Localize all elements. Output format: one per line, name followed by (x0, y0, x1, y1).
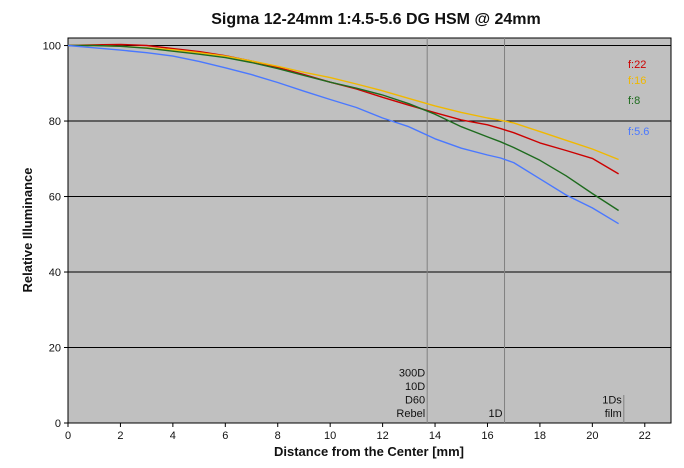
sensor-marker-lines (426, 38, 625, 423)
x-axis: 0 2 4 6 8 10 12 14 16 18 20 22 (65, 423, 651, 442)
y-tick-label: 40 (49, 267, 61, 279)
x-tick-label: 22 (639, 430, 651, 442)
sensor-annotation-label: film (605, 408, 622, 420)
x-tick-label: 2 (117, 430, 123, 442)
y-axis-label: Relative Illuminance (20, 168, 35, 293)
series-line-f-16 (68, 44, 619, 161)
y-tick-label: 0 (55, 418, 61, 430)
y-tick-label: 20 (49, 343, 61, 355)
series-lines (67, 43, 619, 225)
x-tick-label: 4 (170, 430, 176, 442)
plot-background (67, 37, 672, 424)
sensor-annotation-label: 1Ds (602, 395, 622, 407)
legend-entry: f:8 (628, 95, 640, 107)
x-tick-label: 14 (429, 430, 441, 442)
x-tick-label: 0 (65, 430, 71, 442)
legend-entry: f:22 (628, 59, 646, 71)
x-tick-label: 18 (534, 430, 546, 442)
x-tick-label: 12 (376, 430, 388, 442)
y-tick-label: 100 (43, 41, 61, 53)
sensor-annotation-label: Rebel (396, 408, 425, 420)
x-tick-label: 20 (586, 430, 598, 442)
sensor-annotation-label: 1D (488, 408, 502, 420)
x-axis-label: Distance from the Center [mm] (274, 444, 464, 459)
sensor-annotation-label: 10D (405, 381, 425, 393)
chart-title: Sigma 12-24mm 1:4.5-5.6 DG HSM @ 24mm (211, 11, 541, 28)
gridlines (68, 45, 671, 349)
y-tick-label: 60 (49, 192, 61, 204)
series-line-f-22 (67, 43, 619, 175)
x-tick-label: 6 (222, 430, 228, 442)
series-line-f-5-6 (67, 44, 619, 225)
sensor-annotation-label: D60 (405, 395, 425, 407)
sensor-annotation-label: 300D (399, 368, 425, 380)
x-tick-label: 8 (275, 430, 281, 442)
x-tick-label: 10 (324, 430, 336, 442)
series-line-f-8 (68, 44, 619, 212)
legend-entry: f:5.6 (628, 126, 649, 138)
x-tick-label: 16 (481, 430, 493, 442)
legend-entry: f:16 (628, 75, 646, 87)
y-axis: 0 20 40 60 80 100 (43, 41, 68, 430)
y-tick-label: 80 (49, 116, 61, 128)
legend: f:22 f:16 f:8 f:5.6 (628, 59, 649, 138)
